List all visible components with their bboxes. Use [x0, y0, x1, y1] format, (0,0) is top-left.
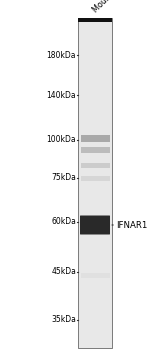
FancyBboxPatch shape — [81, 135, 110, 141]
Text: 45kDa: 45kDa — [51, 267, 76, 276]
Text: 35kDa: 35kDa — [51, 315, 76, 324]
Bar — [78, 18, 112, 22]
FancyBboxPatch shape — [80, 216, 110, 234]
FancyBboxPatch shape — [81, 147, 110, 153]
Bar — [78, 18, 112, 348]
Text: 180kDa: 180kDa — [46, 50, 76, 59]
FancyBboxPatch shape — [81, 175, 110, 180]
Text: 75kDa: 75kDa — [51, 174, 76, 183]
FancyBboxPatch shape — [81, 273, 110, 278]
Text: Mouse liver: Mouse liver — [91, 0, 130, 14]
Text: IFNAR1: IFNAR1 — [112, 220, 147, 230]
Text: 100kDa: 100kDa — [46, 135, 76, 144]
Text: 60kDa: 60kDa — [51, 217, 76, 226]
FancyBboxPatch shape — [81, 162, 110, 167]
Text: 140kDa: 140kDa — [46, 90, 76, 99]
